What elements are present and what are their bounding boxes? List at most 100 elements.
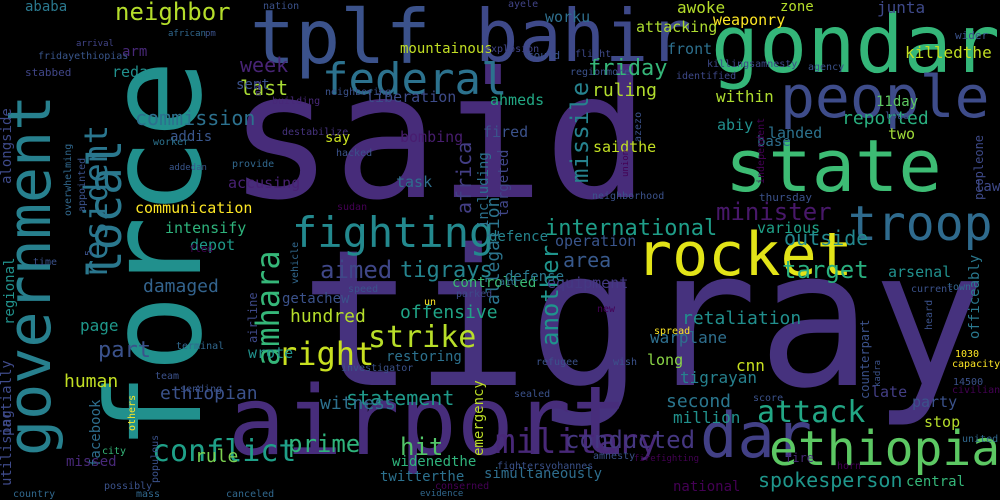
word-last: last — [240, 76, 289, 100]
word-stop: stop — [924, 413, 961, 431]
word-building: building — [272, 96, 321, 107]
word-sending: sending — [180, 384, 223, 395]
word-bahir: bahir — [475, 0, 692, 78]
word-missed: missed — [66, 454, 117, 470]
word-human: human — [64, 371, 119, 392]
word-identified: identified — [676, 71, 737, 82]
word-rocket: rocket — [636, 220, 853, 290]
word-airport: airport — [228, 367, 629, 477]
word-new: new — [597, 304, 616, 315]
word-firefighting: firefighting — [634, 454, 700, 464]
word-say: say — [325, 130, 351, 146]
word-emergency: emergency — [471, 380, 487, 456]
word-country: country — [13, 489, 56, 500]
word-million: million — [673, 408, 741, 427]
word-attack: attack — [757, 395, 866, 430]
word-communication: communication — [135, 199, 253, 217]
word-neighboring: neighboring — [325, 87, 392, 98]
word-fire: fire — [785, 451, 814, 465]
word-cnn: cnn — [736, 356, 765, 375]
word-current: current — [911, 284, 954, 295]
word-speed: speed — [348, 284, 379, 295]
word-tplf: tplf — [250, 0, 431, 81]
word-widenedthe: widenedthe — [392, 454, 477, 470]
word-arsenal: arsenal — [888, 263, 952, 281]
word-neighborhood: neighborhood — [592, 191, 665, 202]
word-depot: depot — [190, 236, 236, 254]
word-defense: defense — [505, 269, 565, 285]
word-missile: missile — [566, 81, 594, 183]
word-agency: agency — [808, 62, 845, 73]
word-explosion: explosion — [485, 44, 540, 55]
word-page: page — [80, 316, 119, 335]
word-killedthe: killedthe — [905, 43, 992, 62]
word-fled: fled — [189, 244, 214, 255]
word-amnesty: amnesty — [593, 451, 636, 462]
word-state: state — [725, 124, 942, 208]
word-strike: strike — [368, 320, 477, 355]
word-getachew: getachew — [282, 291, 350, 307]
word-spread: spread — [654, 326, 691, 337]
word-attacking: attacking — [636, 18, 718, 36]
word-conflict: conflict — [152, 434, 297, 469]
word-possibly: possibly — [104, 481, 153, 492]
word-sudan: sudan — [337, 202, 368, 213]
word-tigrayan: tigrayan — [680, 368, 758, 387]
word-wrote: wrote — [248, 344, 294, 362]
word-target: target — [782, 256, 869, 284]
word-civilian: civilian — [952, 385, 1000, 396]
word-kadra: kadra — [873, 359, 883, 387]
word-city: city — [102, 446, 127, 457]
word-damaged: damaged — [143, 276, 219, 297]
word-dar: dar — [700, 399, 812, 472]
word-commission: commission — [135, 106, 256, 130]
word-wish: wish — [613, 357, 638, 368]
word-canceled: canceled — [226, 489, 275, 500]
word-independent: independent — [756, 117, 767, 184]
word-mai: mai — [254, 79, 264, 96]
word-central: central — [906, 474, 966, 490]
word-african: african — [168, 29, 206, 39]
word-fightersyohannes: fightersyohannes — [497, 461, 594, 472]
word-awoke: awoke — [677, 0, 726, 17]
word-intensify: intensify — [165, 219, 247, 237]
word-vehicle: vehicle — [290, 241, 301, 284]
word-long: long — [647, 351, 684, 369]
word-heard: heard — [924, 299, 935, 330]
word-defence: defence — [489, 229, 549, 245]
word-worku: worku — [545, 8, 591, 26]
word-14500: 14500 — [953, 377, 984, 388]
word-rule: rule — [195, 446, 239, 467]
word-base: base — [757, 134, 791, 150]
word-mass: mass — [136, 489, 161, 500]
word-worker: worker — [153, 137, 190, 148]
word-including: including — [476, 152, 492, 228]
word-restoring: restoring — [386, 349, 462, 365]
word-counterpart: counterpart — [858, 319, 872, 399]
word-junta: junta — [877, 0, 926, 17]
word-fired: fired — [483, 123, 529, 141]
word-azezo: azezo — [633, 111, 644, 142]
word-gondar: gondar — [711, 0, 1000, 91]
word-friday: friday — [588, 56, 668, 81]
word-horn: horn — [837, 461, 862, 472]
word-people: people — [780, 63, 990, 131]
word-liberation: liberation — [366, 88, 457, 106]
word-prime: prime — [288, 430, 361, 458]
word-aid: aid — [499, 277, 518, 288]
word-loud: loud — [885, 111, 910, 122]
word-two: two — [888, 125, 916, 143]
word-ahmeds: ahmeds — [490, 91, 545, 109]
word-accusing: accusing — [228, 174, 301, 192]
word-tigray: tigray — [300, 209, 987, 430]
word-5: 5 — [84, 249, 95, 256]
word-nation: nation — [263, 1, 300, 12]
word-stabbed: stabbed — [25, 66, 72, 79]
word-could: could — [527, 49, 561, 62]
word-fridayethiopias: fridayethiopias — [38, 51, 129, 62]
word-party: party — [912, 393, 958, 411]
word-landed: landed — [768, 124, 823, 142]
word-regional: regional — [2, 257, 18, 325]
word-another: another — [536, 244, 564, 346]
